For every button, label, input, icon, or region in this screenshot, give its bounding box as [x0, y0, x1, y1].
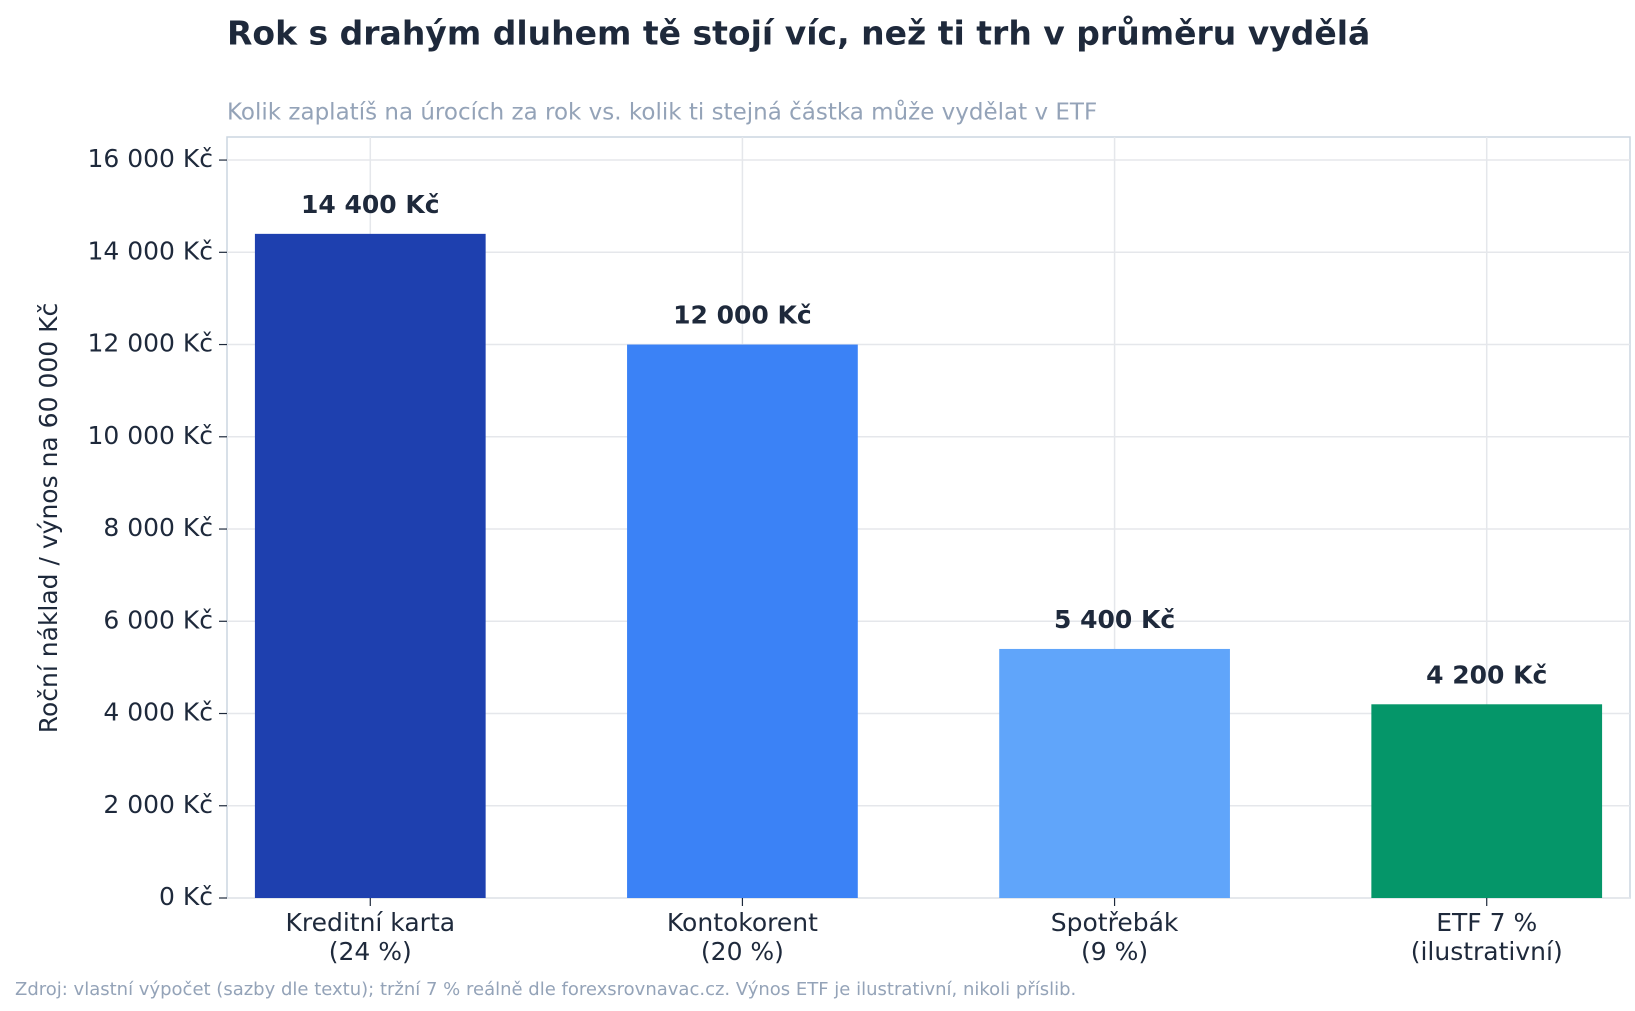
- y-tick-label: 12 000 Kč: [87, 329, 213, 358]
- y-tick-label: 4 000 Kč: [103, 698, 213, 727]
- bar: [254, 233, 486, 898]
- y-tick-label: 6 000 Kč: [103, 605, 213, 634]
- source-note: Zdroj: vlastní výpočet (sazby dle textu)…: [15, 979, 1076, 1000]
- x-tick-label: Kontokorent (20 %): [666, 908, 818, 966]
- y-tick-label: 0 Kč: [159, 882, 213, 911]
- x-tick-label: Spotřebák (9 %): [1050, 908, 1179, 966]
- y-axis-label: Roční náklad / výnos na 60 000 Kč: [34, 303, 63, 734]
- value-label: 4 200 Kč: [1426, 660, 1547, 689]
- y-tick-label: 10 000 Kč: [87, 421, 213, 450]
- value-label: 12 000 Kč: [673, 301, 812, 330]
- chart-title: Rok s drahým dluhem tě stojí víc, než ti…: [227, 14, 1370, 53]
- value-label: 14 400 Kč: [301, 190, 440, 219]
- y-tick-label: 16 000 Kč: [87, 144, 213, 173]
- y-tick-label: 14 000 Kč: [87, 236, 213, 265]
- y-tick-label: 2 000 Kč: [103, 790, 213, 819]
- bar: [999, 648, 1230, 898]
- x-tick-label: Kreditní karta (24 %): [285, 908, 456, 966]
- bar: [627, 344, 858, 899]
- x-tick-label: ETF 7 % (ilustrativní): [1410, 908, 1563, 966]
- value-label: 5 400 Kč: [1054, 605, 1175, 634]
- chart-subtitle: Kolik zaplatíš na úrocích za rok vs. kol…: [227, 99, 1097, 126]
- y-tick-label: 8 000 Kč: [103, 513, 213, 542]
- bar: [1371, 704, 1603, 898]
